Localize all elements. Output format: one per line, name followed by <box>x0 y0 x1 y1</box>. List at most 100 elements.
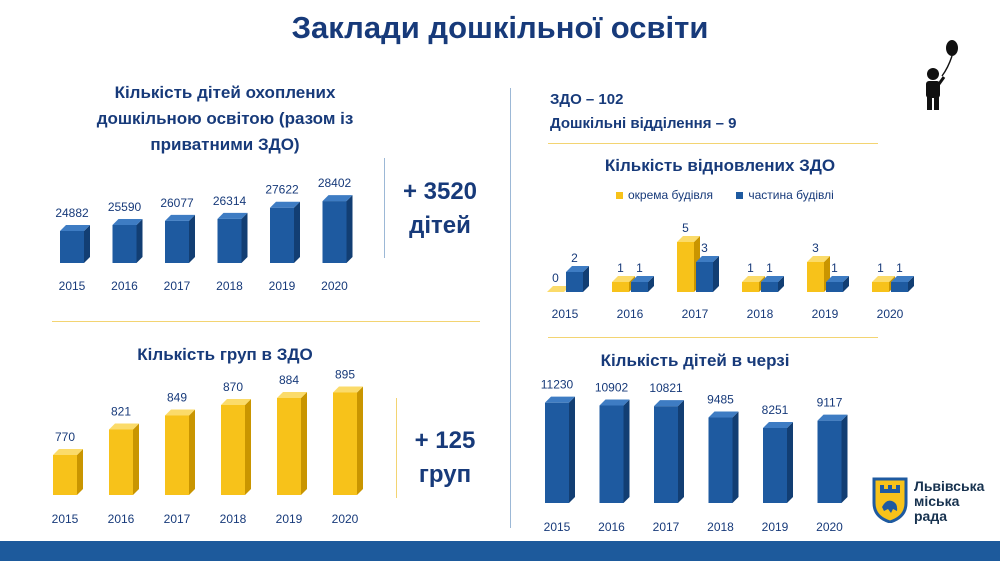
groups-tick-label-2015: 2015 <box>52 512 79 526</box>
children-tick-label-2015: 2015 <box>59 279 86 293</box>
restored-value-label-2020-separate: 1 <box>877 261 884 275</box>
restored-bar-2015-separate <box>547 286 570 292</box>
groups-tick-label-2020: 2020 <box>332 512 359 526</box>
children-delta-value: + 3520 <box>402 178 478 205</box>
restored-tick-label-2015: 2015 <box>552 307 579 321</box>
restored-value-label-2019-separate: 3 <box>812 241 819 255</box>
groups-value-label-2015: 770 <box>55 430 75 444</box>
zdo-info: ЗДО – 102 Дошкільні відділення – 9 <box>550 88 737 136</box>
queue-tick-label-2020: 2020 <box>816 520 843 534</box>
children-bar-2017 <box>165 214 195 263</box>
children-tick-label-2017: 2017 <box>164 279 191 293</box>
restored-bar-2020-part <box>891 276 914 292</box>
restored-value-label-2020-part: 1 <box>896 261 903 275</box>
restored-bar-2015-part <box>566 266 589 292</box>
groups-tick-label-2018: 2018 <box>220 512 247 526</box>
groups-chart-title: Кількість груп в ЗДО <box>137 345 313 364</box>
children-value-label-2017: 26077 <box>160 196 194 210</box>
legend-swatch-yellow <box>616 192 623 200</box>
queue-chart-title: Кількість дітей в черзі <box>600 351 790 370</box>
restored-value-label-2019-part: 1 <box>831 261 838 275</box>
groups-value-label-2017: 849 <box>167 391 187 405</box>
groups-bar-chart: 770 2015 821 2016 849 2017 870 2018 884 2019 895 20… <box>52 370 363 526</box>
children-bar-chart: 24882 2015 25590 2016 26077 2017 26314 2018 2762… <box>55 176 353 293</box>
restored-tick-label-2016: 2016 <box>617 307 644 321</box>
groups-tick-label-2016: 2016 <box>108 512 135 526</box>
queue-tick-label-2015: 2015 <box>544 520 571 534</box>
restored-value-label-2016-separate: 1 <box>617 261 624 275</box>
queue-tick-label-2019: 2019 <box>762 520 789 534</box>
children-tick-label-2018: 2018 <box>216 279 243 293</box>
logo-text-line-1: Львівська <box>914 478 985 494</box>
restored-value-label-2016-part: 1 <box>636 261 643 275</box>
children-value-label-2020: 28402 <box>318 176 352 190</box>
restored-tick-label-2020: 2020 <box>877 307 904 321</box>
children-chart-title: Кількість дітей охоплених дошкільною осв… <box>60 80 390 158</box>
groups-value-label-2019: 884 <box>279 373 299 387</box>
restored-chart-title: Кількість відновлених ЗДО <box>604 156 836 175</box>
children-tick-label-2020: 2020 <box>321 279 348 293</box>
child-with-balloon-icon <box>926 40 958 110</box>
groups-value-label-2018: 870 <box>223 380 243 394</box>
restored-value-label-2015-part: 2 <box>571 251 578 265</box>
groups-bar-2015 <box>53 449 83 495</box>
queue-value-label-2017: 10821 <box>649 381 683 395</box>
queue-value-label-2016: 10902 <box>595 380 629 394</box>
groups-tick-label-2017: 2017 <box>164 512 191 526</box>
children-bar-2015 <box>60 225 90 263</box>
left-divider <box>52 321 480 322</box>
queue-value-label-2019: 8251 <box>762 403 789 417</box>
restored-bar-2017-part <box>696 256 719 292</box>
groups-bar-2018 <box>221 399 251 495</box>
groups-bar-2017 <box>165 409 195 495</box>
queue-bar-2019 <box>763 422 793 503</box>
legend-label-separate: окрема будівля <box>628 188 714 202</box>
restored-value-label-2015-separate: 0 <box>552 271 559 285</box>
zdo-count: ЗДО – 102 <box>550 91 624 108</box>
restored-bar-2018-part <box>761 276 784 292</box>
restored-tick-label-2017: 2017 <box>682 307 709 321</box>
restored-tick-label-2018: 2018 <box>747 307 774 321</box>
legend-swatch-blue <box>736 192 744 200</box>
footer-bar <box>0 541 1000 561</box>
children-bar-2018 <box>217 212 248 263</box>
restored-value-label-2018-part: 1 <box>766 261 773 275</box>
groups-tick-label-2019: 2019 <box>276 512 303 526</box>
right-top-divider <box>548 143 878 144</box>
children-bar-2016 <box>112 218 143 263</box>
page-title: Заклади дошкільної освіти <box>291 10 709 45</box>
queue-tick-label-2018: 2018 <box>707 520 734 534</box>
children-delta: + 3520 дітей <box>395 175 485 243</box>
queue-bar-2018 <box>708 411 739 503</box>
restored-value-label-2017-separate: 5 <box>682 221 689 235</box>
queue-value-label-2018: 9485 <box>707 393 734 407</box>
children-title-line-2: дошкільною освітою (разом із <box>96 109 354 128</box>
groups-bar-2019 <box>277 392 307 495</box>
children-value-label-2019: 27622 <box>265 183 299 197</box>
legend-label-part: частина будівлі <box>748 188 834 202</box>
queue-bar-2020 <box>817 414 848 503</box>
queue-bar-2017 <box>654 400 684 503</box>
groups-delta: + 125 груп <box>400 424 490 492</box>
queue-value-label-2015: 11230 <box>541 378 574 392</box>
lviv-coat-of-arms-logo <box>872 477 908 523</box>
groups-delta-unit: груп <box>418 461 472 488</box>
restored-tick-label-2019: 2019 <box>812 307 839 321</box>
center-divider <box>510 88 511 528</box>
logo-text-line-3: рада <box>914 508 948 524</box>
children-tick-label-2016: 2016 <box>111 279 138 293</box>
queue-bar-2016 <box>599 399 630 503</box>
queue-tick-label-2017: 2017 <box>653 520 680 534</box>
restored-legend: окрема будівля частина будівлі <box>616 188 834 202</box>
children-title-line-1: Кількість дітей охоплених <box>114 83 336 102</box>
children-delta-unit: дітей <box>409 212 471 239</box>
branches-count: Дошкільні відділення – 9 <box>550 115 737 132</box>
queue-tick-label-2016: 2016 <box>598 520 625 534</box>
groups-value-label-2020: 895 <box>335 370 355 382</box>
queue-bar-chart: 11230 2015 10902 2016 10821 2017 9485 2018 8251 2… <box>541 378 848 534</box>
children-value-label-2015: 24882 <box>55 206 89 220</box>
groups-value-label-2016: 821 <box>111 405 131 419</box>
children-bar-2019 <box>270 201 300 263</box>
restored-bar-2019-part <box>826 276 849 292</box>
